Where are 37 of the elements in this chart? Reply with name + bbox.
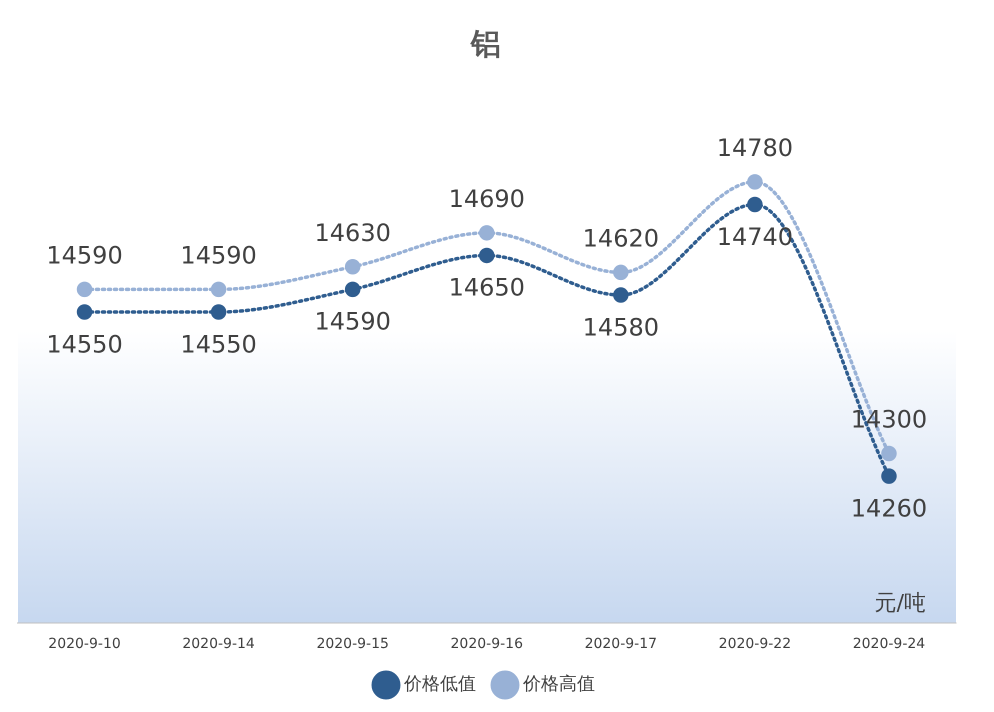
x-tick-label: 2020-9-10 [48,636,121,652]
legend-label: 价格高值 [522,674,595,695]
point [76,282,92,298]
point [76,304,92,320]
data-label: 14630 [314,218,391,247]
x-tick-label: 2020-9-17 [584,636,658,652]
point [210,304,226,320]
x-tick-label: 2020-9-15 [316,636,389,652]
data-label: 14690 [448,185,525,214]
point [613,287,629,303]
point [479,225,494,241]
data-label: 14550 [180,330,257,358]
x-tick-label: 2020-9-24 [852,636,926,652]
point [747,196,763,212]
chart-title: 铝 [469,26,501,62]
point [613,264,629,280]
data-label: 14580 [582,313,659,342]
point [344,259,360,275]
data-label: 14650 [448,274,525,302]
data-label: 14780 [716,134,794,162]
x-tick-label: 2020-9-14 [182,636,255,652]
data-label: 14590 [180,242,257,270]
x-tick-label: 2020-9-22 [718,636,792,652]
annotation: 元/吨 [874,590,926,616]
data-label: 14590 [314,308,391,336]
point [881,446,897,462]
data-label: 14260 [850,494,928,522]
data-label: 14590 [46,242,123,270]
point [479,248,494,264]
x-tick-label: 2020-9-16 [450,636,524,652]
data-label: 14550 [46,330,123,358]
point [210,282,226,298]
legend-label: 价格低值 [403,674,476,695]
point [881,468,897,484]
point [344,282,360,298]
data-label: 14620 [582,224,659,253]
point [747,174,763,190]
